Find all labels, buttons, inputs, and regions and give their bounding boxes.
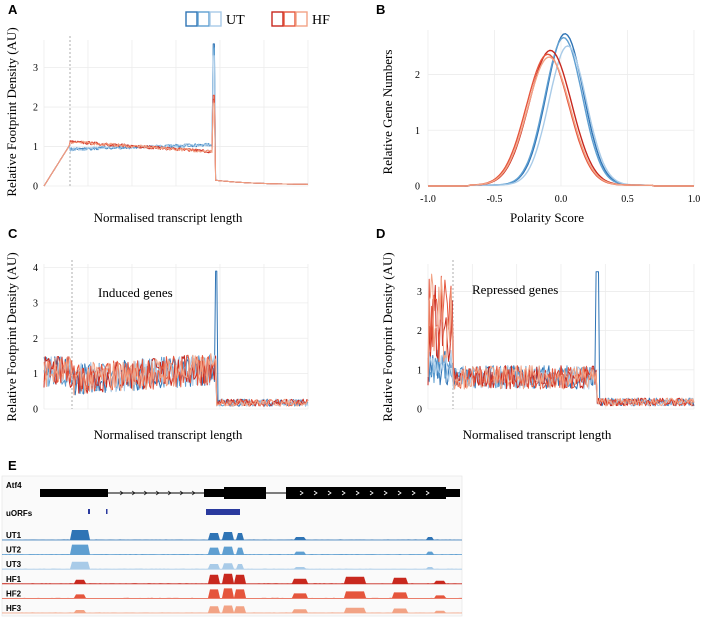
y-tick-label: 1 (33, 142, 38, 153)
legend: UT HF (185, 11, 330, 28)
strand-arrow (341, 490, 346, 496)
panel-d-line-chart: 0 1 2 3 (417, 260, 695, 416)
gene-utr-block (204, 489, 224, 497)
uorf-marker (206, 509, 240, 515)
gene-exon-block (40, 489, 108, 497)
track-label-ut1: UT1 (6, 531, 22, 540)
x-tick-label: 1.0 (688, 194, 701, 205)
coverage-area-ut1 (2, 530, 462, 540)
series-line-hf3 (43, 353, 309, 407)
coverage-area-hf1 (2, 573, 462, 584)
strand-arrow (119, 490, 124, 496)
panel-b-density-chart: 0 1 2 -1.0 -0.5 0.0 0.5 1.0 (415, 30, 700, 205)
panel-c-ylabel: Relative Footprint Density (AU) (4, 252, 19, 421)
panel-letter-a: A (8, 2, 18, 17)
panel-c-line-chart: 0 1 2 3 4 (33, 260, 309, 416)
coverage-area-hf2 (2, 588, 462, 599)
strand-arrow (355, 490, 360, 496)
x-tick-label: -1.0 (420, 194, 436, 205)
panel-b-ylabel: Relative Gene Numbers (380, 50, 395, 175)
uorf-marker (106, 509, 108, 514)
y-tick-label: 2 (415, 70, 420, 81)
track-label-hf1: HF1 (6, 575, 22, 584)
y-tick-label: 2 (33, 334, 38, 345)
y-tick-label: 0 (415, 182, 420, 193)
strand-arrow (131, 490, 136, 496)
panel-d-xlabel: Normalised transcript length (463, 427, 612, 442)
legend-label-hf: HF (312, 13, 330, 28)
track-label-ut2: UT2 (6, 546, 22, 555)
coverage-area-hf3 (2, 605, 462, 613)
y-tick-label: 0 (417, 405, 422, 416)
panel-letter-e: E (8, 458, 17, 473)
legend-swatch-ut-3 (209, 11, 222, 27)
track-label-ut3: UT3 (6, 560, 22, 569)
x-tick-label: 0.0 (555, 194, 568, 205)
strand-arrow (397, 490, 402, 496)
panel-d-ylabel: Relative Footprint Density (AU) (380, 252, 395, 421)
panel-b-xlabel: Polarity Score (510, 210, 584, 225)
strand-arrow (313, 490, 318, 496)
strand-arrow (191, 490, 196, 496)
panel-a-xlabel: Normalised transcript length (94, 210, 243, 225)
panel-c-annotation: Induced genes (98, 285, 173, 300)
gene-cds-block (224, 487, 266, 499)
x-tick-label: -0.5 (487, 194, 503, 205)
legend-label-ut: UT (226, 13, 245, 28)
panel-letter-b: B (376, 2, 385, 17)
coverage-area-ut2 (2, 544, 462, 555)
density-curve-hf3 (428, 56, 694, 187)
series-line-hf3 (427, 273, 695, 407)
panel-a-ylabel: Relative Footprint Density (AU) (4, 27, 19, 196)
strand-arrow (167, 490, 172, 496)
y-tick-label: 1 (415, 126, 420, 137)
coverage-area-ut3 (2, 561, 462, 570)
uorf-track-label: uORFs (6, 509, 33, 518)
track-label-hf2: HF2 (6, 589, 22, 598)
y-tick-label: 0 (33, 182, 38, 193)
panel-letter-d: D (376, 226, 385, 241)
strand-arrow (425, 490, 430, 496)
strand-arrow (327, 490, 332, 496)
strand-arrow (179, 490, 184, 496)
panel-c-xlabel: Normalised transcript length (94, 427, 243, 442)
legend-swatch-ut-2 (197, 11, 210, 27)
panel-e-genome-browser: Atf4 uORFs UT1 UT2 UT3 HF1 HF2 HF3 (1, 475, 463, 617)
strand-arrow (411, 490, 416, 496)
series-line-hf2 (43, 354, 309, 407)
panel-d-annotation: Repressed genes (472, 282, 558, 297)
y-tick-label: 4 (33, 263, 38, 274)
y-tick-label: 1 (417, 365, 422, 376)
strand-arrow (299, 490, 304, 496)
uorf-marker (88, 509, 90, 514)
panel-letter-c: C (8, 226, 18, 241)
y-tick-label: 3 (33, 298, 38, 309)
legend-swatch-ut-1 (185, 11, 198, 27)
strand-arrow (143, 490, 148, 496)
y-tick-label: 2 (33, 103, 38, 114)
y-tick-label: 3 (33, 63, 38, 74)
track-label-hf3: HF3 (6, 604, 22, 613)
gene-cds-block (286, 487, 446, 499)
gene-name-label: Atf4 (6, 481, 22, 490)
y-tick-label: 2 (417, 326, 422, 337)
strand-arrow (155, 490, 160, 496)
y-tick-label: 3 (417, 287, 422, 298)
gene-utr-block (446, 489, 460, 497)
legend-swatch-hf-3 (295, 11, 308, 27)
y-tick-label: 0 (33, 405, 38, 416)
y-tick-label: 1 (33, 369, 38, 380)
legend-swatch-hf-1 (271, 11, 284, 27)
x-tick-label: 0.5 (621, 194, 634, 205)
panel-a-line-chart: 0 1 2 3 (33, 36, 309, 193)
legend-swatch-hf-2 (283, 11, 296, 27)
strand-arrow (383, 490, 388, 496)
strand-arrow (369, 490, 374, 496)
series-line-hf3 (43, 102, 308, 187)
